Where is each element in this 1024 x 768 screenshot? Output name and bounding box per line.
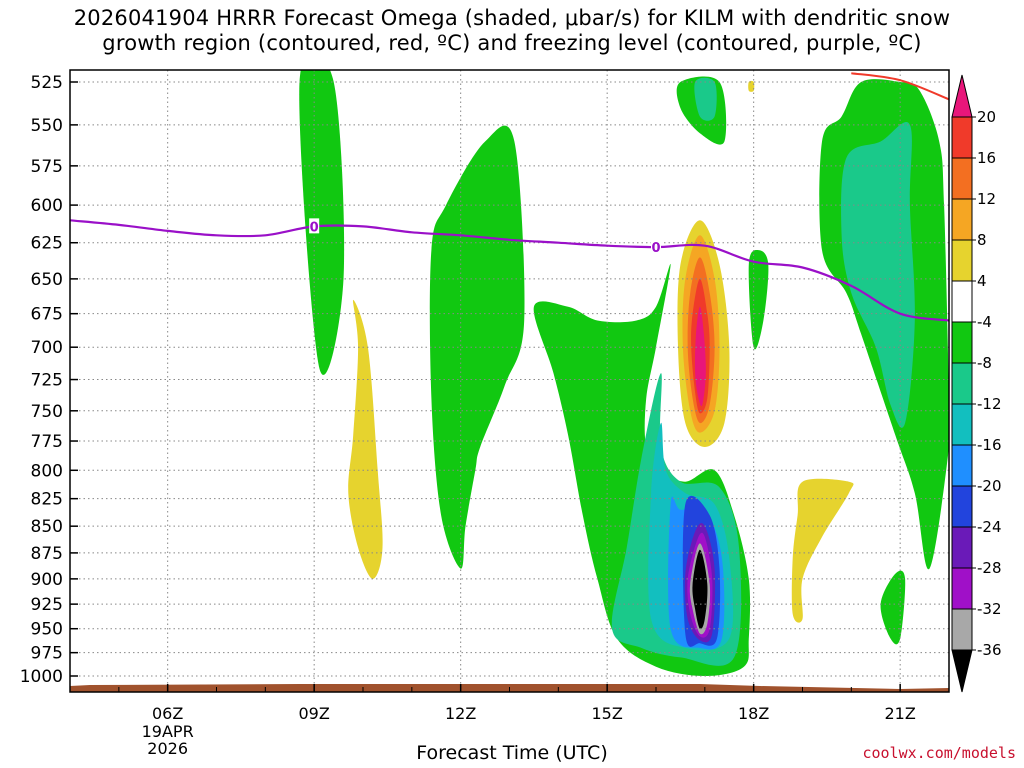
x-tick-label-15Z: 15Z xyxy=(592,704,623,723)
y-tick-label-850: 850 xyxy=(31,517,63,537)
omega-region-20 xyxy=(348,299,383,579)
colorbar-top-arrow xyxy=(951,74,973,118)
colorbar-bin-8 xyxy=(951,403,973,446)
colorbar-bin-11 xyxy=(951,526,973,569)
omega-region-25 xyxy=(694,306,706,407)
colorbar-bottom-arrow xyxy=(951,649,973,693)
x-tick-label-09Z: 09Z xyxy=(299,704,330,723)
colorbar-label-0: 20 xyxy=(977,108,996,126)
dendritic-growth-line xyxy=(851,72,949,101)
y-tick-label-825: 825 xyxy=(31,490,63,510)
colorbar-bin-6 xyxy=(951,321,973,364)
colorbar-label-9: -20 xyxy=(977,477,1002,495)
x-tick-label-06Z: 06Z xyxy=(152,704,183,723)
y-axis: 525 550 575 600 625 650 675 700 725 750 775 800 825 8… xyxy=(20,73,78,687)
x-tick-label-18Z: 18Z xyxy=(738,704,769,723)
colorbar-label-2: 12 xyxy=(977,190,996,208)
y-tick-label-700: 700 xyxy=(31,338,63,358)
contours: 00 xyxy=(70,72,949,322)
colorbar-bin-2 xyxy=(951,157,973,200)
chart-title: 2026041904 HRRR Forecast Omega (shaded, … xyxy=(0,6,1024,56)
colorbar-label-12: -32 xyxy=(977,600,1002,618)
y-tick-label-975: 975 xyxy=(31,644,63,664)
freezing-level-label-2: 0 xyxy=(651,241,660,256)
colorbar-label-7: -12 xyxy=(977,395,1002,413)
omega-region-13 xyxy=(694,77,717,121)
y-tick-label-725: 725 xyxy=(31,371,63,391)
colorbar-label-8: -16 xyxy=(977,436,1002,454)
x-axis-label: Forecast Time (UTC) xyxy=(416,742,608,764)
freezing-level-label-1: 0 xyxy=(310,220,319,235)
colorbar-bin-1 xyxy=(951,116,973,159)
y-tick-label-1000: 1000 xyxy=(20,667,63,687)
colorbar-bin-13 xyxy=(951,608,973,651)
colorbar-label-6: -8 xyxy=(977,354,992,372)
colorbar-label-13: -36 xyxy=(977,641,1002,659)
x-year-label: 2026 xyxy=(147,739,188,758)
omega-region-17 xyxy=(841,122,915,428)
omega-region-19 xyxy=(880,570,906,645)
colorbar-bin-9 xyxy=(951,444,973,487)
chart-title-line-2: growth region (contoured, red, ºC) and f… xyxy=(102,31,922,55)
omega-region-11 xyxy=(692,549,708,630)
colorbar-bin-10 xyxy=(951,485,973,528)
colorbar-bin-4 xyxy=(951,239,973,282)
y-tick-label-775: 775 xyxy=(31,432,63,452)
x-tick-label-21Z: 21Z xyxy=(885,704,916,723)
y-tick-label-525: 525 xyxy=(31,73,63,93)
colorbar-label-5: -4 xyxy=(977,313,992,331)
credit-link[interactable]: coolwx.com/models xyxy=(862,744,1016,762)
y-tick-label-925: 925 xyxy=(31,595,63,615)
freezing-label-bg-1 xyxy=(309,218,320,234)
y-tick-label-875: 875 xyxy=(31,544,63,564)
omega-region-18 xyxy=(791,478,854,623)
colorbar: 20 16 12 8 4 -4 -8 -12 -16 -20 -24 -28 -32 -36 xyxy=(951,74,1002,693)
x-tick-label-12Z: 12Z xyxy=(445,704,476,723)
y-tick-label-550: 550 xyxy=(31,116,63,136)
colorbar-label-3: 8 xyxy=(977,231,987,249)
y-tick-label-800: 800 xyxy=(31,461,63,481)
omega-region-2 xyxy=(429,125,525,569)
omega-region-14 xyxy=(748,80,755,92)
freezing-level-line xyxy=(70,219,949,322)
y-tick-label-900: 900 xyxy=(31,570,63,590)
y-tick-label-650: 650 xyxy=(31,270,63,290)
omega-region-15 xyxy=(748,250,769,350)
colorbar-bin-7 xyxy=(951,362,973,405)
colorbar-label-10: -24 xyxy=(977,518,1002,536)
omega-region-1 xyxy=(299,70,345,375)
colorbar-bin-3 xyxy=(951,198,973,241)
x-date-label: 19APR xyxy=(142,722,194,741)
y-tick-label-675: 675 xyxy=(31,305,63,325)
grid-lines xyxy=(70,70,949,692)
colorbar-label-4: 4 xyxy=(977,272,987,290)
colorbar-bin-5 xyxy=(951,280,973,323)
colorbar-bin-12 xyxy=(951,567,973,610)
y-tick-label-950: 950 xyxy=(31,620,63,640)
y-tick-label-625: 625 xyxy=(31,234,63,254)
y-tick-label-575: 575 xyxy=(31,157,63,177)
freezing-label-bg-2 xyxy=(651,239,661,255)
colorbar-label-11: -28 xyxy=(977,559,1002,577)
omega-shading xyxy=(299,70,949,676)
colorbar-label-1: 16 xyxy=(977,149,996,167)
y-tick-label-750: 750 xyxy=(31,402,63,422)
chart-title-line-1: 2026041904 HRRR Forecast Omega (shaded, … xyxy=(73,6,951,30)
y-tick-label-600: 600 xyxy=(31,196,63,216)
